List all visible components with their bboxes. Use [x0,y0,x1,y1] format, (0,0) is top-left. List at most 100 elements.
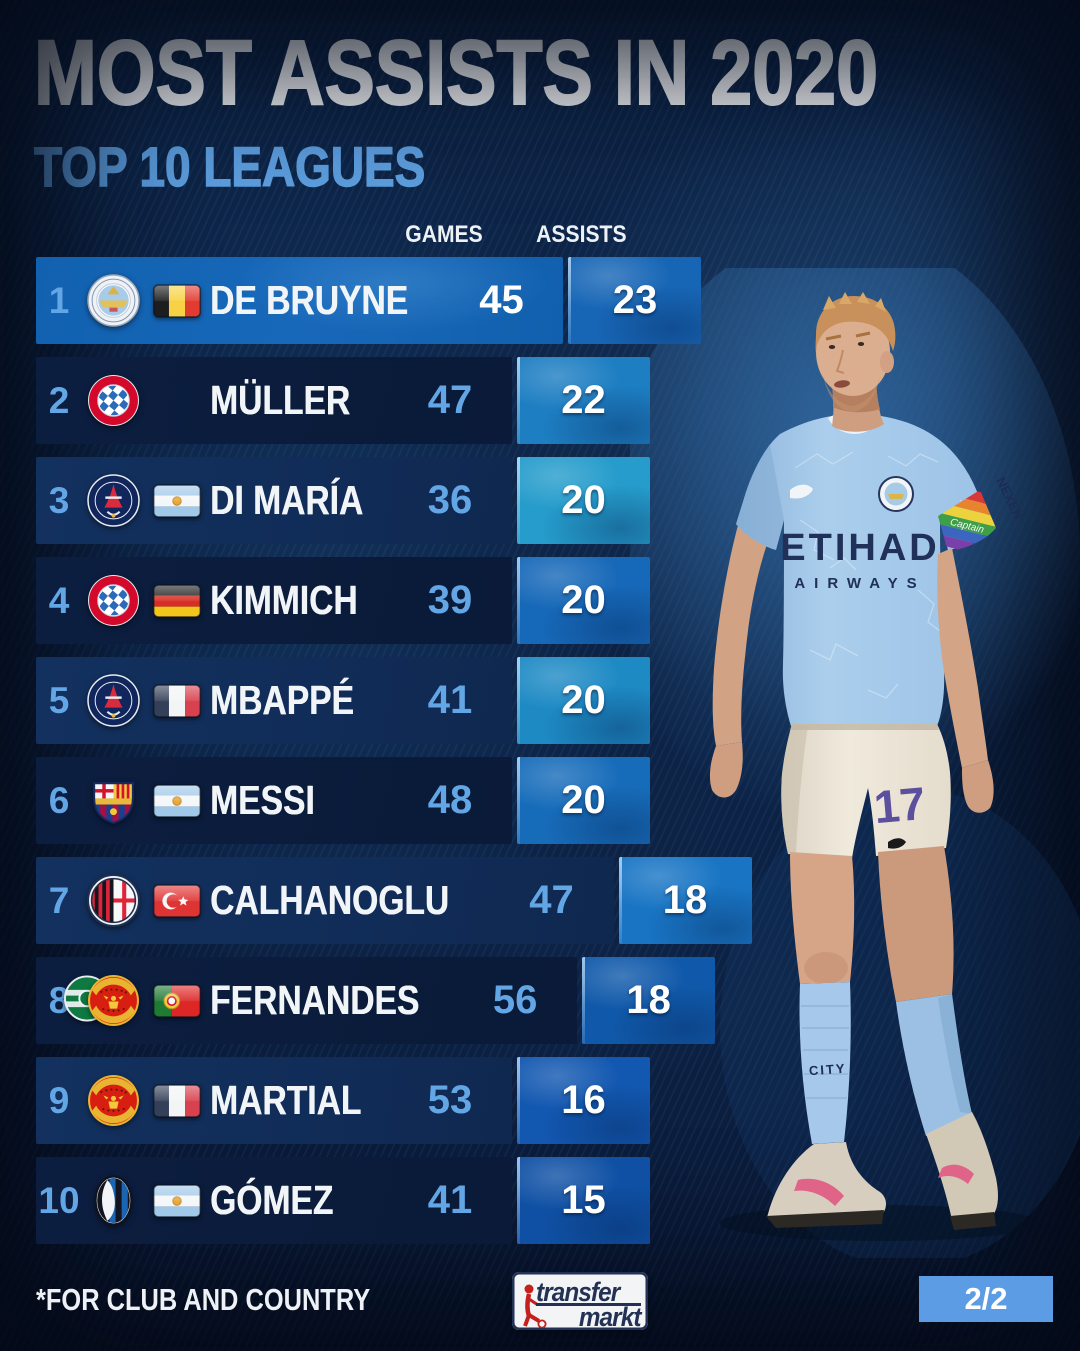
table-row-main: 6 MESSI 48 [36,757,512,844]
footnote: *FOR CLUB AND COUNTRY [36,1282,371,1317]
country-flag-belgium [144,283,210,318]
jersey-club-crest [878,476,914,512]
games-value: 47 [427,378,473,422]
assists-value: 22 [561,378,606,422]
column-headers: GAMES ASSISTS [36,221,650,253]
rank-label: 1 [48,279,70,321]
assists-value: 20 [561,478,606,522]
assists-table: 1 DE BRUYNE 45 23 2 MÜLLER 47 22 3 [36,257,752,1257]
column-header-games-wrap: GAMES [389,221,499,249]
front-boot [766,1142,886,1228]
tm-logo-text-top: transfer [536,1277,620,1307]
games-value: 56 [492,978,538,1022]
sock-text: CITY [808,1061,847,1079]
assists-cell: 23 [568,257,702,344]
transfermarkt-logo: transfer markt [512,1272,648,1332]
column-header-assists: ASSISTS [536,221,627,248]
player-name: GÓMEZ [210,1177,334,1223]
assists-value: 18 [662,878,708,922]
table-row-main: 5 MBAPPÉ 41 [36,657,512,744]
tm-logo-text-bottom: markt [579,1302,642,1332]
club-badge-manchester-united [82,1074,144,1127]
player-name: DE BRUYNE [210,277,409,323]
player-name: DI MARÍA [210,477,364,523]
table-row: 10 GÓMEZ 41 15 [36,1157,650,1244]
player-head [815,292,896,412]
assists-cell: 20 [517,557,650,644]
country-flag-argentina [144,1183,210,1218]
games-value: 48 [427,778,473,822]
table-row: 2 MÜLLER 47 22 [36,357,650,444]
games-value: 41 [427,678,473,722]
assists-cell: 20 [517,757,650,844]
tm-kicker-icon [523,1284,547,1328]
table-row-main: 8 FERNANDES 56 [36,957,578,1044]
rank-label: 8 [48,979,70,1021]
assists-value: 20 [561,678,606,722]
rank-label: 7 [48,879,70,921]
page-title-wrap: MOST ASSISTS IN 2020 [33,22,1063,124]
table-row-main: 2 MÜLLER 47 [36,357,512,444]
page-title: MOST ASSISTS IN 2020 [33,22,879,124]
club-badge-bayern-munich [82,374,144,427]
games-value: 36 [427,478,473,522]
country-flag-turkey [144,883,210,918]
table-row: 8 FERNANDES 56 18 [36,957,716,1044]
country-flag-argentina [144,483,210,518]
column-header-games: GAMES [405,221,483,248]
player-name: MARTIAL [210,1077,362,1123]
column-header-assists-wrap: ASSISTS [515,221,648,249]
games-value: 53 [427,1078,473,1122]
club-badge-ac-milan [82,874,144,927]
player-front-sock [799,982,851,1144]
club-badge-manchester-united [64,974,144,1027]
assists-value: 15 [561,1178,606,1222]
player-name: MESSI [210,777,315,823]
table-row: 4 KIMMICH 39 20 [36,557,650,644]
player-name: MÜLLER [210,377,351,423]
club-badge-bayern-munich [82,574,144,627]
player-name: FERNANDES [210,977,420,1023]
player-photo: ETIHAD AIRWAYS NEXEN Captain [600,228,1080,1268]
games-value: 47 [529,878,574,922]
player-name: CALHANOGLU [210,877,450,923]
assists-cell: 22 [517,357,650,444]
games-value: 41 [427,1178,473,1222]
games-value: 39 [427,578,473,622]
assists-cell: 15 [517,1157,650,1244]
assists-cell: 16 [517,1057,650,1144]
assists-cell: 20 [517,657,650,744]
club-badge-manchester-city [82,274,144,327]
jersey-sponsor-text: ETIHAD [780,527,939,569]
player-name: MBAPPÉ [210,677,354,723]
country-flag-argentina [144,783,210,818]
rank-label: 10 [38,1179,80,1221]
page-subtitle: TOP 10 LEAGUES [33,134,426,199]
assists-cell: 18 [618,857,752,944]
player-left-hand [962,760,994,813]
jersey-sponsor-subtext: AIRWAYS [794,575,925,592]
table-row-main: 7 CALHANOGLU 47 [36,857,614,944]
assists-value: 20 [561,778,606,822]
rank-label: 2 [48,379,70,421]
rank-label: 3 [48,479,70,521]
table-row: 6 MESSI 48 20 [36,757,650,844]
country-flag-france [144,1083,210,1118]
jersey-brand-logo [790,484,813,499]
country-flag-portugal [144,983,210,1018]
assists-value: 23 [612,278,658,322]
club-badge-barcelona [82,774,144,827]
table-row: 7 CALHANOGLU 47 18 [36,857,752,944]
table-row-main: 1 DE BRUYNE 45 [36,257,564,344]
table-row-main: 9 MARTIAL 53 [36,1057,512,1144]
assists-cell: 18 [582,957,716,1044]
table-row: 9 MARTIAL 53 16 [36,1057,650,1144]
assists-cell: 20 [517,457,650,544]
player-shorts [781,724,951,858]
rank-label: 5 [48,679,70,721]
page-subtitle-wrap: TOP 10 LEAGUES [33,134,511,199]
country-flag-germany [144,583,210,618]
games-value: 45 [479,278,524,322]
player-right-hand [709,742,743,798]
